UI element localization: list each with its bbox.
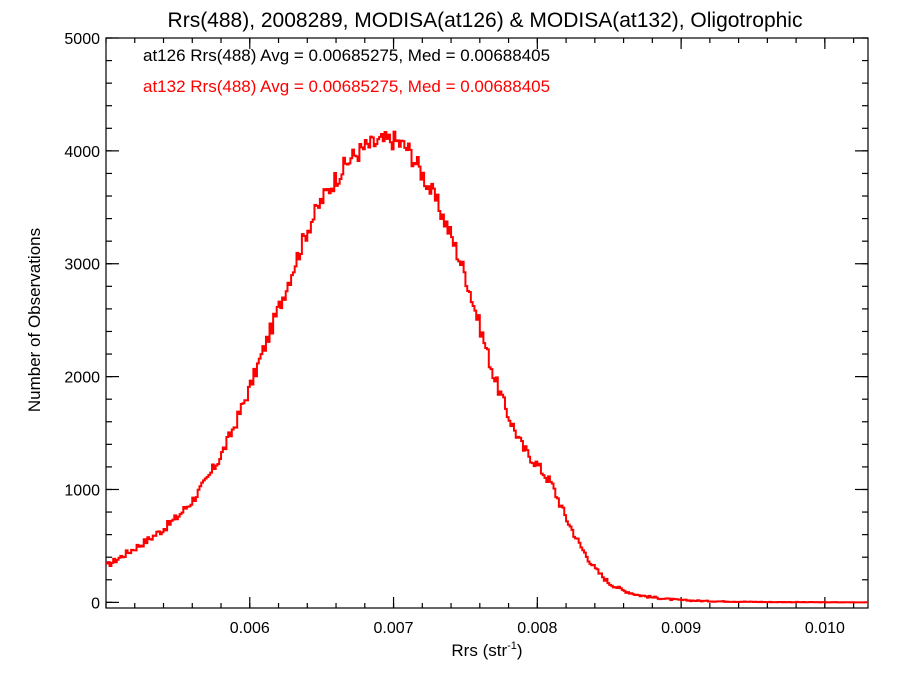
x-tick-label: 0.006 (230, 620, 270, 637)
x-axis-label-base: Rrs (str (451, 641, 507, 660)
y-axis: 0 1000 2000 3000 4000 5000 (64, 31, 868, 612)
stats-annotation-2: at132 Rrs(488) Avg = 0.00685275, Med = 0… (143, 77, 550, 96)
y-axis-label: Number of Observations (25, 228, 44, 412)
x-tick-label: 0.008 (517, 620, 557, 637)
y-tick-label: 1000 (64, 482, 100, 499)
stats-annotation-1: at126 Rrs(488) Avg = 0.00685275, Med = 0… (143, 46, 550, 65)
x-axis: 0.006 0.007 0.008 0.009 0.010 (105, 38, 855, 637)
y-tick-label: 0 (91, 595, 100, 612)
histogram-series-1 (106, 130, 868, 604)
y-tick-label: 2000 (64, 370, 100, 387)
y-tick-label: 5000 (64, 31, 100, 48)
series-layer (106, 130, 868, 604)
x-tick-label: 0.009 (661, 620, 701, 637)
plot-frame (105, 37, 869, 609)
y-tick-label: 4000 (64, 144, 100, 161)
chart-title: Rrs(488), 2008289, MODISA(at126) & MODIS… (168, 9, 803, 32)
x-axis-label: Rrs (str-1) (451, 640, 522, 660)
y-tick-label: 3000 (64, 257, 100, 274)
x-tick-label: 0.007 (374, 620, 414, 637)
x-axis-label-close: ) (517, 641, 523, 660)
x-tick-label: 0.010 (805, 620, 845, 637)
x-axis-label-superscript: -1 (507, 640, 517, 652)
stats-annotations: at126 Rrs(488) Avg = 0.00685275, Med = 0… (143, 46, 550, 96)
